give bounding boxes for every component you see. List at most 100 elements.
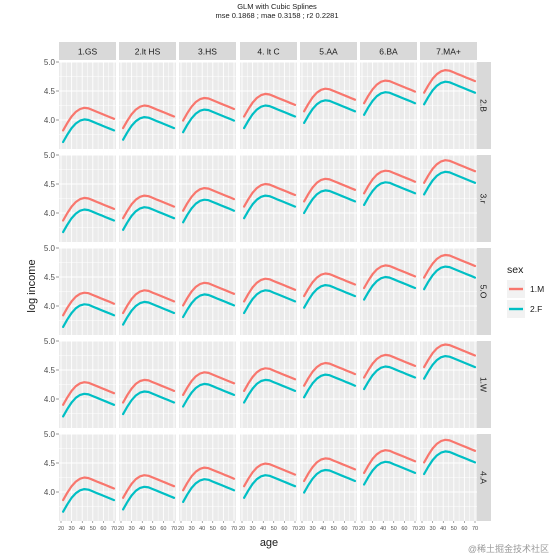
- x-axis-title: age: [260, 537, 278, 549]
- y-tick-label: 4.0: [44, 302, 56, 311]
- x-tick-label: 40: [199, 526, 205, 532]
- female-series-line: [303, 468, 357, 494]
- male-series-line: [303, 361, 357, 387]
- x-tick-label: 30: [189, 526, 195, 532]
- x-tick-label: 50: [451, 526, 457, 532]
- y-tick-label: 4.0: [44, 116, 56, 125]
- column-strip-label: 2.lt HS: [135, 47, 161, 57]
- x-tick-label: 50: [331, 526, 337, 532]
- female-series-line: [363, 91, 417, 116]
- female-series-line: [121, 300, 176, 326]
- column-strip: [300, 42, 357, 60]
- x-tick-label: 60: [281, 526, 287, 532]
- column-strip: [360, 42, 417, 60]
- x-tick-label: 40: [79, 526, 85, 532]
- x-tick-label: 70: [111, 526, 117, 532]
- y-tick-label: 4.0: [44, 395, 56, 404]
- x-tick-label: 40: [139, 526, 145, 532]
- female-series-line: [363, 181, 417, 206]
- female-series-line: [182, 293, 236, 319]
- chart-subtitle: mse 0.1868 ; mae 0.3158 ; r2 0.2281: [215, 11, 339, 20]
- x-tick-label: 50: [210, 526, 216, 532]
- male-series-line: [61, 106, 116, 132]
- y-tick-label: 4.5: [44, 366, 56, 375]
- column-strip-label: 6.BA: [379, 47, 398, 57]
- y-tick-label: 4.0: [44, 209, 56, 218]
- female-series-line: [243, 474, 297, 499]
- female-series-line: [363, 365, 417, 391]
- male-series-line: [243, 277, 297, 303]
- male-series-line: [363, 264, 417, 290]
- x-tick-label: 40: [440, 526, 446, 532]
- column-strip: [119, 42, 176, 60]
- female-series-line: [121, 115, 176, 141]
- female-series-line: [303, 189, 357, 215]
- y-axis-title: log income: [26, 259, 38, 312]
- male-series-line: [363, 353, 417, 379]
- female-series-line: [121, 485, 176, 511]
- chart-title: GLM with Cubic Splines: [237, 2, 317, 11]
- column-strip-label: 1.GS: [78, 47, 98, 57]
- male-series-line: [243, 367, 297, 392]
- column-strip: [420, 42, 477, 60]
- row-strip: [476, 62, 491, 149]
- column-strip-label: 3.HS: [198, 47, 217, 57]
- female-series-line: [121, 206, 176, 231]
- x-tick-label: 30: [250, 526, 256, 532]
- x-tick-label: 20: [419, 526, 425, 532]
- female-series-line: [303, 373, 357, 399]
- x-tick-label: 30: [129, 526, 135, 532]
- x-tick-label: 20: [239, 526, 245, 532]
- female-series-line: [243, 194, 297, 220]
- female-series-line: [423, 170, 477, 196]
- female-series-line: [243, 104, 297, 130]
- row-strip-label: 2.B: [479, 99, 489, 112]
- x-tick-label: 70: [472, 526, 478, 532]
- x-tick-label: 70: [412, 526, 418, 532]
- x-tick-label: 30: [430, 526, 436, 532]
- male-series-line: [243, 182, 297, 208]
- male-series-line: [121, 289, 176, 315]
- y-tick-label: 5.0: [44, 337, 56, 346]
- y-tick-label: 4.5: [44, 180, 56, 189]
- male-series-line: [61, 291, 116, 317]
- male-series-line: [121, 104, 176, 130]
- female-series-line: [303, 99, 357, 125]
- male-series-line: [121, 194, 176, 220]
- y-tick-label: 5.0: [44, 430, 56, 439]
- male-series-line: [61, 381, 116, 406]
- x-tick-label: 40: [380, 526, 386, 532]
- female-series-line: [243, 378, 297, 404]
- female-series-line: [423, 450, 477, 476]
- x-tick-label: 30: [69, 526, 75, 532]
- female-series-line: [182, 198, 236, 224]
- y-tick-label: 4.5: [44, 273, 56, 282]
- x-tick-label: 40: [320, 526, 326, 532]
- male-series-line: [182, 371, 236, 396]
- x-tick-label: 60: [160, 526, 166, 532]
- column-strip-label: 4. lt C: [257, 47, 279, 57]
- y-tick-label: 4.5: [44, 459, 56, 468]
- x-tick-label: 60: [100, 526, 106, 532]
- x-tick-label: 20: [118, 526, 124, 532]
- male-series-line: [423, 343, 477, 369]
- female-series-line: [61, 118, 116, 144]
- female-series-line: [61, 392, 116, 418]
- male-series-line: [423, 253, 477, 279]
- column-strip: [59, 42, 116, 60]
- female-series-line: [61, 303, 116, 328]
- female-series-line: [182, 478, 236, 503]
- male-series-line: [243, 92, 297, 118]
- y-tick-label: 5.0: [44, 244, 56, 253]
- column-strip: [240, 42, 297, 60]
- male-series-line: [363, 79, 417, 105]
- female-series-line: [363, 460, 417, 486]
- y-tick-label: 4.0: [44, 488, 56, 497]
- legend-label: 1.M: [530, 284, 544, 294]
- column-strip-label: 7.MA+: [436, 47, 461, 57]
- x-tick-label: 70: [171, 526, 177, 532]
- female-series-line: [243, 289, 297, 315]
- x-tick-label: 20: [178, 526, 184, 532]
- male-series-line: [303, 87, 357, 113]
- male-series-line: [61, 476, 116, 502]
